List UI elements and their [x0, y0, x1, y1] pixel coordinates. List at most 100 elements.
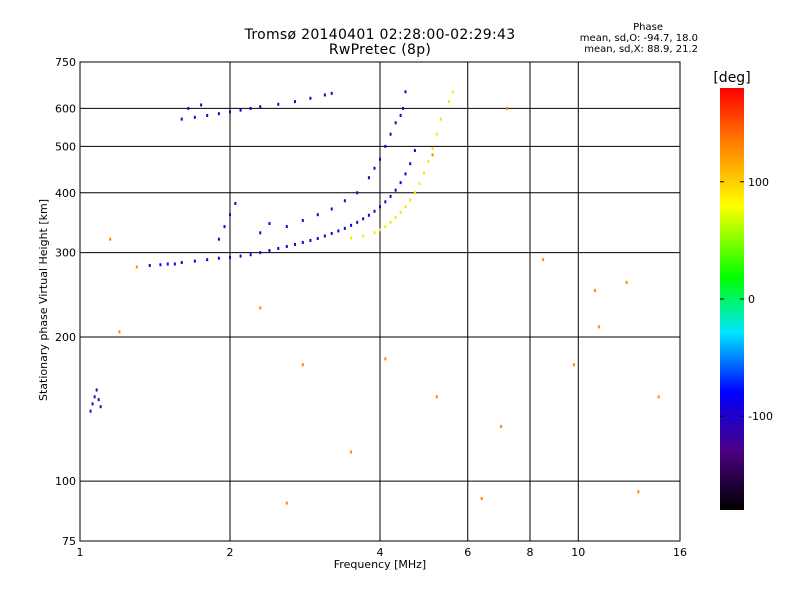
data-point [343, 226, 346, 230]
data-point [402, 106, 405, 110]
data-point [259, 251, 262, 255]
y-axis-label: Stationary phase Virtual Height [km] [37, 199, 50, 401]
data-point [500, 425, 503, 429]
data-point [223, 225, 226, 229]
data-point [293, 242, 296, 246]
data-point [89, 409, 92, 413]
data-point [249, 106, 252, 110]
chart-title: Tromsø 20140401 02:28:00-02:29:43 [244, 27, 516, 43]
data-point [330, 91, 333, 95]
data-point [394, 121, 397, 125]
data-point [148, 263, 151, 267]
data-point [217, 237, 220, 241]
data-point [268, 249, 271, 253]
phase-stats-x: mean, sd,X: 88.9, 21.2 [584, 44, 698, 55]
data-point [217, 256, 220, 260]
data-point [159, 263, 162, 267]
colorbar-tick-label: -100 [748, 410, 773, 423]
phase-stats-o: mean, sd,O: -94.7, 18.0 [579, 33, 698, 44]
data-point [239, 108, 242, 112]
data-point [404, 205, 407, 209]
data-point [99, 405, 102, 409]
data-point [379, 205, 381, 209]
data-point [394, 216, 397, 220]
data-point [384, 225, 387, 229]
x-tick-label: 1 [77, 546, 84, 559]
data-point [439, 117, 442, 121]
data-point [229, 213, 231, 217]
data-point [285, 501, 288, 505]
data-point [572, 363, 575, 367]
data-point [379, 157, 381, 161]
data-point [373, 231, 376, 235]
data-point [93, 395, 96, 399]
data-points [89, 90, 660, 505]
data-point [447, 100, 450, 104]
data-point [277, 102, 280, 106]
data-point [542, 258, 545, 262]
data-point [193, 259, 196, 263]
data-point [301, 219, 304, 223]
data-point [356, 191, 359, 195]
y-tick-label: 600 [55, 102, 76, 115]
data-point [234, 201, 237, 205]
data-point [350, 236, 353, 240]
plot-frame [79, 61, 681, 542]
data-point [193, 115, 196, 119]
data-point [285, 244, 288, 248]
y-tick-label: 750 [55, 56, 76, 69]
data-point [217, 112, 220, 116]
data-point [384, 200, 387, 204]
data-point [350, 450, 353, 454]
data-point [409, 162, 412, 166]
data-point [337, 229, 340, 233]
data-point [323, 93, 326, 97]
data-point [373, 166, 376, 170]
data-point [389, 194, 392, 198]
data-point [95, 388, 98, 392]
data-point [229, 256, 231, 260]
data-point [293, 100, 296, 104]
data-point [309, 238, 312, 242]
y-tick-label: 100 [55, 475, 76, 488]
data-point [625, 280, 628, 284]
data-point [451, 90, 454, 94]
data-point [367, 176, 370, 180]
data-point [435, 132, 438, 136]
data-point [367, 213, 370, 217]
data-point [91, 402, 94, 406]
data-point [180, 261, 183, 265]
data-point [259, 231, 262, 235]
x-axis-label: Frequency [MHz] [334, 558, 426, 571]
data-point [301, 363, 304, 367]
data-point [343, 199, 346, 203]
data-point [389, 132, 392, 136]
data-point [413, 191, 416, 195]
data-point [356, 220, 359, 224]
data-point [118, 330, 121, 334]
y-tick-label: 75 [62, 535, 76, 548]
x-tick-label: 8 [527, 546, 534, 559]
data-point [229, 110, 231, 114]
data-point [399, 210, 402, 214]
x-tick-label: 6 [464, 546, 471, 559]
y-tick-label: 500 [55, 140, 76, 153]
data-point [316, 237, 319, 241]
axis-ticks: 1 2 4 6 8 10 16 75 100 200 300 400 500 600 750 [55, 56, 687, 559]
data-point [506, 106, 509, 110]
data-point [362, 234, 365, 238]
data-point [206, 113, 209, 117]
data-point [597, 325, 600, 329]
data-point [409, 198, 412, 202]
y-tick-label: 400 [55, 187, 76, 200]
data-point [97, 398, 100, 402]
data-point [180, 117, 183, 121]
data-point [309, 96, 312, 100]
data-point [373, 209, 376, 213]
data-point [316, 213, 319, 217]
data-point [268, 222, 271, 226]
data-point [404, 172, 407, 176]
data-point [384, 357, 387, 361]
data-point [418, 182, 421, 186]
